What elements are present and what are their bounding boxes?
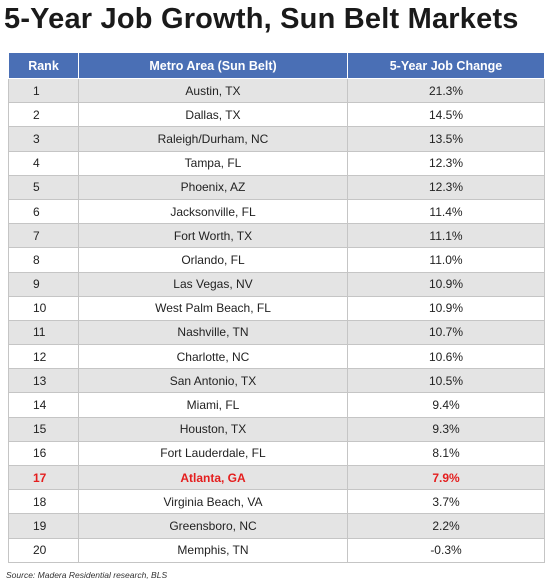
- job-change-cell: -0.3%: [347, 537, 545, 563]
- job-change-cell: 9.4%: [347, 392, 545, 418]
- job-change-cell: 3.7%: [347, 489, 545, 515]
- page-title: 5-Year Job Growth, Sun Belt Markets: [4, 3, 519, 35]
- rank-cell: 8: [8, 247, 79, 273]
- job-change-cell: 8.1%: [347, 440, 545, 467]
- rank-cell: 12: [8, 344, 79, 370]
- rank-cell: 14: [8, 392, 79, 418]
- metro-cell: Charlotte, NC: [78, 344, 348, 370]
- job-change-cell: 10.6%: [347, 344, 545, 370]
- table-row: 16 Fort Lauderdale, FL 8.1%: [8, 440, 545, 467]
- metro-cell: Jacksonville, FL: [78, 198, 348, 225]
- table-row: 20 Memphis, TN -0.3%: [8, 537, 545, 563]
- rank-cell: 5: [8, 174, 79, 200]
- rank-cell: 17: [8, 464, 79, 491]
- rank-cell: 9: [8, 271, 79, 297]
- job-change-cell: 13.5%: [347, 126, 545, 152]
- table-row: 15 Houston, TX 9.3%: [8, 416, 545, 442]
- rank-cell: 3: [8, 126, 79, 152]
- table-row: 12 Charlotte, NC 10.6%: [8, 344, 545, 370]
- table-row: 3 Raleigh/Durham, NC 13.5%: [8, 126, 545, 152]
- metro-cell: Greensboro, NC: [78, 513, 348, 539]
- rank-cell: 10: [8, 295, 79, 321]
- table-row: 18 Virginia Beach, VA 3.7%: [8, 489, 545, 515]
- metro-cell: Fort Lauderdale, FL: [78, 440, 348, 467]
- metro-cell: Tampa, FL: [78, 150, 348, 176]
- job-change-cell: 10.5%: [347, 368, 545, 394]
- job-change-cell: 10.9%: [347, 295, 545, 321]
- metro-cell: Raleigh/Durham, NC: [78, 126, 348, 152]
- rank-cell: 1: [8, 77, 79, 104]
- rank-cell: 15: [8, 416, 79, 442]
- table-row: 17 Atlanta, GA 7.9%: [8, 464, 545, 491]
- metro-cell: Virginia Beach, VA: [78, 489, 348, 515]
- job-change-cell: 10.9%: [347, 271, 545, 297]
- table-row: 19 Greensboro, NC 2.2%: [8, 513, 545, 539]
- job-change-cell: 12.3%: [347, 174, 545, 200]
- table-row: 11 Nashville, TN 10.7%: [8, 319, 545, 346]
- job-change-cell: 12.3%: [347, 150, 545, 176]
- rank-cell: 19: [8, 513, 79, 539]
- job-change-cell: 9.3%: [347, 416, 545, 442]
- metro-cell: Phoenix, AZ: [78, 174, 348, 200]
- rank-cell: 20: [8, 537, 79, 563]
- table-row: 7 Fort Worth, TX 11.1%: [8, 223, 545, 249]
- rank-cell: 11: [8, 319, 79, 346]
- metro-cell: Fort Worth, TX: [78, 223, 348, 249]
- table-row: 1 Austin, TX 21.3%: [8, 77, 545, 104]
- column-header-rank: Rank: [8, 52, 79, 79]
- table-row: 4 Tampa, FL 12.3%: [8, 150, 545, 176]
- rank-cell: 16: [8, 440, 79, 467]
- rank-cell: 18: [8, 489, 79, 515]
- job-change-cell: 10.7%: [347, 319, 545, 346]
- rank-cell: 7: [8, 223, 79, 249]
- job-change-cell: 14.5%: [347, 102, 545, 128]
- metro-cell: Houston, TX: [78, 416, 348, 442]
- column-header-metro: Metro Area (Sun Belt): [78, 52, 348, 79]
- job-change-cell: 11.1%: [347, 223, 545, 249]
- table-row: 10 West Palm Beach, FL 10.9%: [8, 295, 545, 321]
- job-change-cell: 11.4%: [347, 198, 545, 225]
- table-body: 1 Austin, TX 21.3% 2 Dallas, TX 14.5% 3 Raleigh…: [8, 77, 545, 563]
- table-row: 2 Dallas, TX 14.5%: [8, 102, 545, 128]
- metro-cell: Orlando, FL: [78, 247, 348, 273]
- table-row: 14 Miami, FL 9.4%: [8, 392, 545, 418]
- job-change-cell: 11.0%: [347, 247, 545, 273]
- metro-cell: Dallas, TX: [78, 102, 348, 128]
- metro-cell: Las Vegas, NV: [78, 271, 348, 297]
- metro-cell: Nashville, TN: [78, 319, 348, 346]
- table-row: 9 Las Vegas, NV 10.9%: [8, 271, 545, 297]
- rank-cell: 6: [8, 198, 79, 225]
- table-row: 8 Orlando, FL 11.0%: [8, 247, 545, 273]
- job-change-cell: 7.9%: [347, 464, 545, 491]
- column-header-change: 5-Year Job Change: [347, 52, 545, 79]
- table-header-row: Rank Metro Area (Sun Belt) 5-Year Job Ch…: [8, 52, 545, 79]
- source-note: Source: Madera Residential research, BLS: [6, 570, 168, 580]
- rank-cell: 13: [8, 368, 79, 394]
- table-row: 13 San Antonio, TX 10.5%: [8, 368, 545, 394]
- metro-cell: Miami, FL: [78, 392, 348, 418]
- metro-cell: Memphis, TN: [78, 537, 348, 563]
- table-row: 6 Jacksonville, FL 11.4%: [8, 198, 545, 225]
- job-change-cell: 21.3%: [347, 77, 545, 104]
- metro-cell: San Antonio, TX: [78, 368, 348, 394]
- metro-cell: Austin, TX: [78, 77, 348, 104]
- job-growth-table: Rank Metro Area (Sun Belt) 5-Year Job Ch…: [8, 52, 545, 563]
- rank-cell: 4: [8, 150, 79, 176]
- table-row: 5 Phoenix, AZ 12.3%: [8, 174, 545, 200]
- metro-cell: West Palm Beach, FL: [78, 295, 348, 321]
- metro-cell: Atlanta, GA: [78, 464, 348, 491]
- rank-cell: 2: [8, 102, 79, 128]
- job-change-cell: 2.2%: [347, 513, 545, 539]
